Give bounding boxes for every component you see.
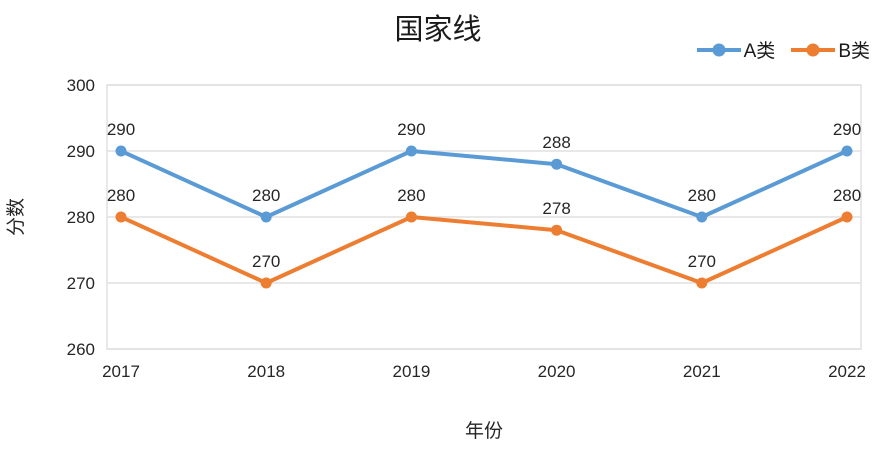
data-label: 288 (542, 133, 570, 152)
legend-item-B类[interactable]: B类 (791, 36, 870, 63)
y-tick-label: 300 (67, 76, 95, 95)
data-point-A类 (115, 145, 127, 157)
y-tick-label: 260 (67, 340, 95, 359)
legend-item-A类[interactable]: A类 (696, 36, 776, 63)
data-label: 290 (397, 120, 425, 139)
data-label: 280 (252, 186, 280, 205)
legend-line-marker-icon (696, 43, 741, 56)
data-point-A类 (841, 145, 853, 157)
data-point-B类 (115, 211, 127, 223)
series-line-B类 (119, 215, 849, 285)
data-point-A类 (696, 211, 708, 223)
data-point-B类 (696, 277, 708, 289)
data-label: 290 (833, 120, 861, 139)
series-line-A类 (119, 149, 849, 219)
data-point-B类 (841, 211, 853, 223)
data-label: 280 (107, 186, 135, 205)
x-axis-title: 年份 (465, 420, 503, 442)
data-label: 280 (833, 186, 861, 205)
x-tick-label: 2018 (247, 362, 285, 381)
data-point-B类 (260, 277, 272, 289)
legend-label: A类 (743, 41, 776, 62)
plot-border (106, 84, 862, 350)
x-tick-label: 2022 (828, 362, 866, 381)
data-label: 270 (252, 252, 280, 271)
y-tick-label: 290 (67, 142, 95, 161)
chart-title: 国家线 (394, 14, 482, 46)
data-point-A类 (260, 211, 272, 223)
data-label: 270 (688, 252, 716, 271)
y-tick-label: 280 (67, 208, 95, 227)
x-tick-label: 2020 (538, 362, 576, 381)
legend: A类 B类 (696, 36, 870, 63)
data-label: 280 (397, 186, 425, 205)
y-axis-title: 分数 (5, 198, 27, 236)
data-point-A类 (551, 158, 563, 170)
y-tick-label: 270 (67, 274, 95, 293)
data-label: 278 (542, 199, 570, 218)
x-tick-label: 2019 (392, 362, 430, 381)
data-point-B类 (405, 211, 417, 223)
data-point-B类 (551, 224, 563, 236)
data-label: 290 (107, 120, 135, 139)
x-tick-label: 2021 (683, 362, 721, 381)
chart-header: 国家线 A类 B类 (0, 0, 876, 70)
legend-label: B类 (838, 41, 870, 62)
plot-area: 260 270 280 290 300 2017 2018 2019 2020 2021 2022 2… (5, 76, 866, 442)
x-tick-label: 2017 (102, 362, 140, 381)
legend-line-marker-icon (791, 43, 836, 56)
data-label: 280 (688, 186, 716, 205)
data-point-A类 (405, 145, 417, 157)
